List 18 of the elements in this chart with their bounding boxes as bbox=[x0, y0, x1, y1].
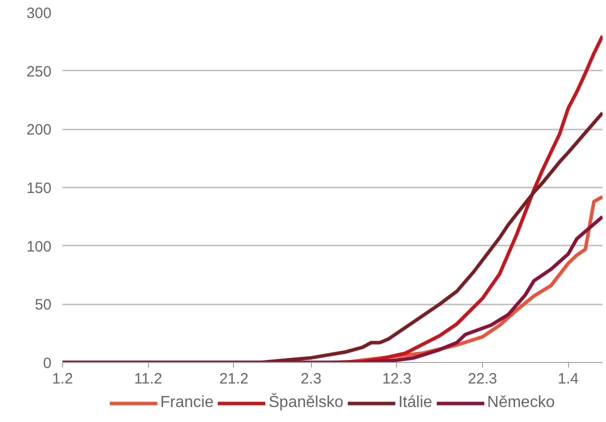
y-tick-label: 300 bbox=[26, 5, 52, 22]
x-tick-label: 22.3 bbox=[468, 370, 498, 388]
y-tick-label: 200 bbox=[26, 122, 52, 139]
x-tick-label: 12.3 bbox=[382, 370, 412, 388]
y-tick-label: 150 bbox=[26, 180, 52, 197]
legend-label: Itálie bbox=[398, 394, 432, 412]
legend-label: Francie bbox=[160, 394, 214, 412]
x-tick-label: 1.2 bbox=[52, 370, 73, 388]
y-tick-label: 50 bbox=[34, 296, 52, 314]
x-tick-label: 1.4 bbox=[558, 370, 579, 388]
y-tick-label: 250 bbox=[26, 63, 52, 80]
y-tick-label: 100 bbox=[26, 238, 52, 256]
x-tick-label: 2.3 bbox=[300, 370, 322, 388]
y-tick-label: 0 bbox=[43, 355, 52, 372]
legend-label: Německo bbox=[487, 394, 555, 412]
x-tick-label: 11.2 bbox=[134, 370, 162, 388]
legend-label: Španělsko bbox=[268, 394, 344, 412]
x-tick-label: 21.2 bbox=[219, 370, 249, 388]
